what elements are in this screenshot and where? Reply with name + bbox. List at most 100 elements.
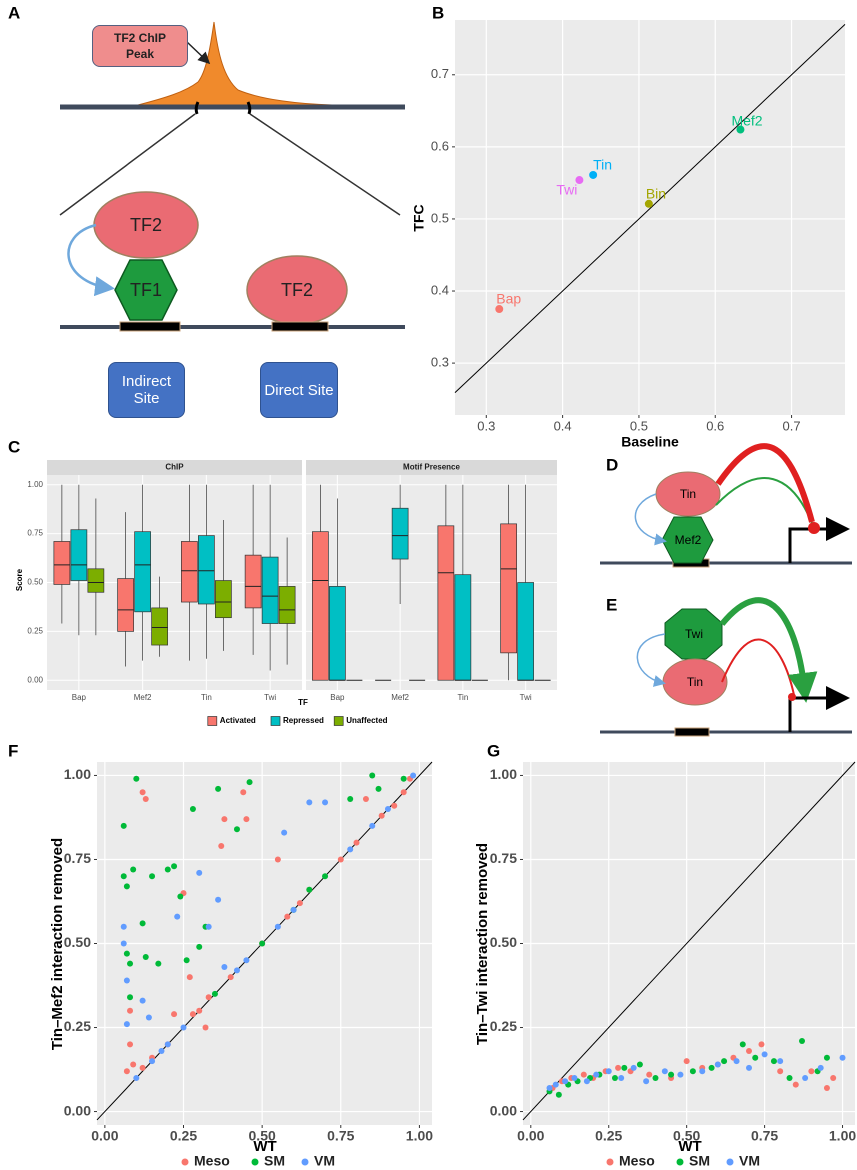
point (661, 1068, 668, 1075)
point (823, 1054, 830, 1061)
tf-label: Tin (687, 675, 703, 689)
y-tick-label: 1.00 (27, 480, 43, 489)
y-tick-label: 0.50 (64, 934, 91, 950)
point-label: Bap (496, 291, 521, 307)
point (171, 863, 178, 870)
point (180, 1024, 187, 1031)
identity-line (522, 761, 856, 1121)
x-tick-label: Twi (264, 693, 276, 702)
point (562, 1078, 569, 1085)
point (802, 1074, 809, 1081)
x-axis-label: WT (253, 1138, 276, 1155)
point (259, 940, 266, 947)
point-label: Bin (646, 186, 666, 202)
interaction-arrow (634, 493, 667, 546)
y-tick-label: 0.00 (490, 1102, 517, 1118)
point (123, 883, 130, 890)
point (171, 1011, 178, 1018)
point (233, 967, 240, 974)
x-tick-label: Bap (330, 693, 345, 702)
point (215, 896, 222, 903)
point (546, 1085, 553, 1092)
y-tick-label: 0.25 (27, 626, 43, 635)
point (830, 1074, 837, 1081)
repression-arc (715, 443, 815, 523)
point (243, 957, 250, 964)
facet-label: ChIP (165, 463, 184, 472)
x-tick-label: Mef2 (391, 693, 409, 702)
binding-site (271, 321, 329, 332)
point (145, 1014, 152, 1021)
y-axis-label: Score (15, 568, 24, 591)
point (736, 125, 745, 134)
mef2-shape (661, 516, 714, 564)
point (583, 1078, 590, 1085)
box (215, 580, 232, 619)
box (151, 607, 168, 646)
point (202, 1024, 209, 1031)
y-tick-label: 0.75 (27, 529, 43, 538)
box (261, 556, 279, 624)
y-tick-label: 0.00 (64, 1102, 91, 1118)
box (70, 529, 88, 581)
box (53, 541, 71, 585)
point (290, 906, 297, 913)
point (699, 1068, 706, 1075)
site-label: Direct Site (260, 362, 338, 418)
x-tick-label: Bap (72, 693, 87, 702)
x-tick-label: 0.25 (595, 1128, 622, 1144)
point (120, 940, 127, 947)
point (611, 1074, 618, 1081)
x-tick-label: 0.5 (630, 418, 648, 433)
point (306, 799, 313, 806)
point (337, 856, 344, 863)
point (127, 1007, 134, 1014)
legend-marker (301, 1158, 309, 1166)
legend-swatch (270, 716, 281, 726)
box (134, 531, 151, 613)
point (133, 775, 140, 782)
legend-label: Meso (619, 1153, 655, 1169)
point (227, 974, 234, 981)
x-tick-label: 0.50 (673, 1128, 700, 1144)
point (164, 866, 171, 873)
point (155, 960, 162, 967)
point (215, 785, 222, 792)
x-tick-label: 0.25 (170, 1128, 197, 1144)
box (181, 541, 198, 603)
point (643, 1078, 650, 1085)
peak-bounds (194, 101, 252, 115)
point (205, 923, 212, 930)
point (646, 1071, 653, 1078)
point (322, 873, 329, 880)
point-label: Tin (593, 157, 612, 173)
x-tick-label: 0.4 (554, 418, 572, 433)
x-tick-label: Tin (201, 693, 212, 702)
panel-letter: C (8, 437, 20, 456)
point-label: Mef2 (731, 112, 762, 128)
facet-label: Motif Presence (403, 463, 460, 472)
point (652, 1074, 659, 1081)
x-tick-label: 0.50 (249, 1128, 276, 1144)
point (555, 1091, 562, 1098)
x-tick-label: 0.00 (517, 1128, 544, 1144)
box (278, 586, 296, 624)
y-tick-label: 1.00 (64, 766, 91, 782)
tf-label: Mef2 (675, 533, 702, 547)
point (139, 1064, 146, 1071)
point (296, 900, 303, 907)
point (183, 957, 190, 964)
point (120, 873, 127, 880)
interaction-arrow (67, 223, 115, 297)
legend-swatch (333, 716, 344, 726)
y-tick-label: 0.7 (431, 66, 449, 81)
repression-end (788, 693, 796, 701)
point (196, 943, 203, 950)
point (218, 843, 225, 850)
y-tick-label: 0.5 (431, 210, 449, 225)
point (777, 1068, 784, 1075)
point (644, 199, 653, 208)
point (758, 1041, 765, 1048)
point (808, 1068, 815, 1075)
